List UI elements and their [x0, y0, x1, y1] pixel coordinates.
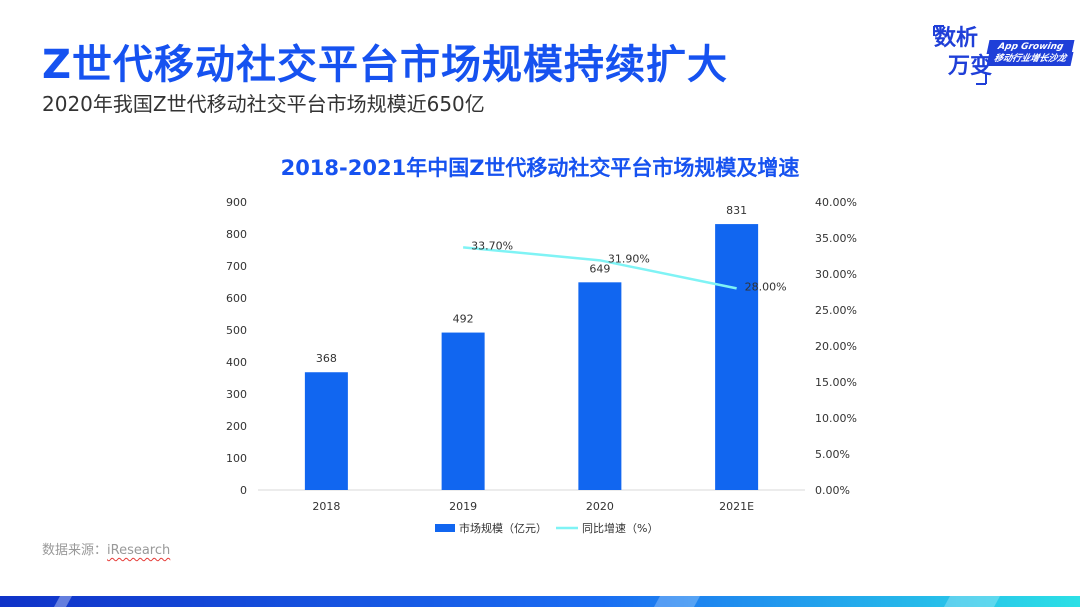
y2-tick-label: 5.00%	[815, 448, 850, 461]
line-data-label: 28.00%	[745, 280, 787, 293]
x-tick-label: 2019	[449, 500, 477, 513]
legend-label-line: 同比增速（%）	[582, 521, 658, 535]
y2-tick-label: 25.00%	[815, 304, 857, 317]
y-tick-label: 200	[226, 420, 247, 433]
bar	[715, 224, 759, 490]
y-tick-label: 900	[226, 196, 247, 209]
logo-line2: 万变	[948, 54, 993, 79]
line-data-label: 31.90%	[608, 252, 650, 265]
source-name: iResearch	[107, 543, 171, 558]
market-size-chart: 0 100 200 300 400 500 600 700 800 900 0.00% 5.00% 10…	[226, 196, 857, 535]
y2-tick-label: 10.00%	[815, 412, 857, 425]
x-tick-label: 2018	[312, 500, 340, 513]
y2-tick-label: 20.00%	[815, 340, 857, 353]
y-tick-label: 0	[240, 484, 247, 497]
y2-tick-label: 40.00%	[815, 196, 857, 209]
chart-title: 2018-2021年中国Z世代移动社交平台市场规模及增速	[280, 156, 800, 180]
bar-data-label: 649	[589, 262, 610, 275]
y2-tick-label: 15.00%	[815, 376, 857, 389]
bar-data-label: 368	[316, 352, 337, 365]
logo-mark-icon	[933, 25, 987, 85]
legend-swatch-bar	[435, 524, 455, 532]
bar	[441, 332, 485, 490]
x-tick-label: 2020	[586, 500, 614, 513]
y-tick-label: 600	[226, 292, 247, 305]
y-tick-label: 400	[226, 356, 247, 369]
y-tick-label: 100	[226, 452, 247, 465]
y-tick-label: 300	[226, 388, 247, 401]
logo-text: 数析 万变	[934, 26, 992, 78]
y-tick-label: 700	[226, 260, 247, 273]
bar	[578, 282, 622, 490]
page-title: Z世代移动社交平台市场规模持续扩大	[42, 42, 729, 88]
x-tick-label: 2021E	[719, 500, 754, 513]
brand-logo: 数析 万变 App Growing 移动行业增长沙龙	[932, 22, 1075, 94]
bar-data-label: 492	[453, 313, 474, 326]
source-note: 数据来源：iResearch	[42, 539, 170, 558]
source-label: 数据来源：	[42, 543, 108, 558]
y-tick-label: 500	[226, 324, 247, 337]
bar-data-label: 831	[726, 204, 747, 217]
y-tick-label: 800	[226, 228, 247, 241]
bar	[304, 372, 348, 490]
line-data-label: 33.70%	[471, 239, 513, 252]
y2-tick-label: 35.00%	[815, 232, 857, 245]
y2-tick-label: 0.00%	[815, 484, 850, 497]
logo-line1: 数析	[934, 26, 979, 51]
legend-label-bar: 市场规模（亿元）	[459, 521, 547, 535]
y2-tick-label: 30.00%	[815, 268, 857, 281]
footer-band	[0, 596, 1080, 607]
page-subtitle: 2020年我国Z世代移动社交平台市场规模近650亿	[42, 92, 485, 116]
